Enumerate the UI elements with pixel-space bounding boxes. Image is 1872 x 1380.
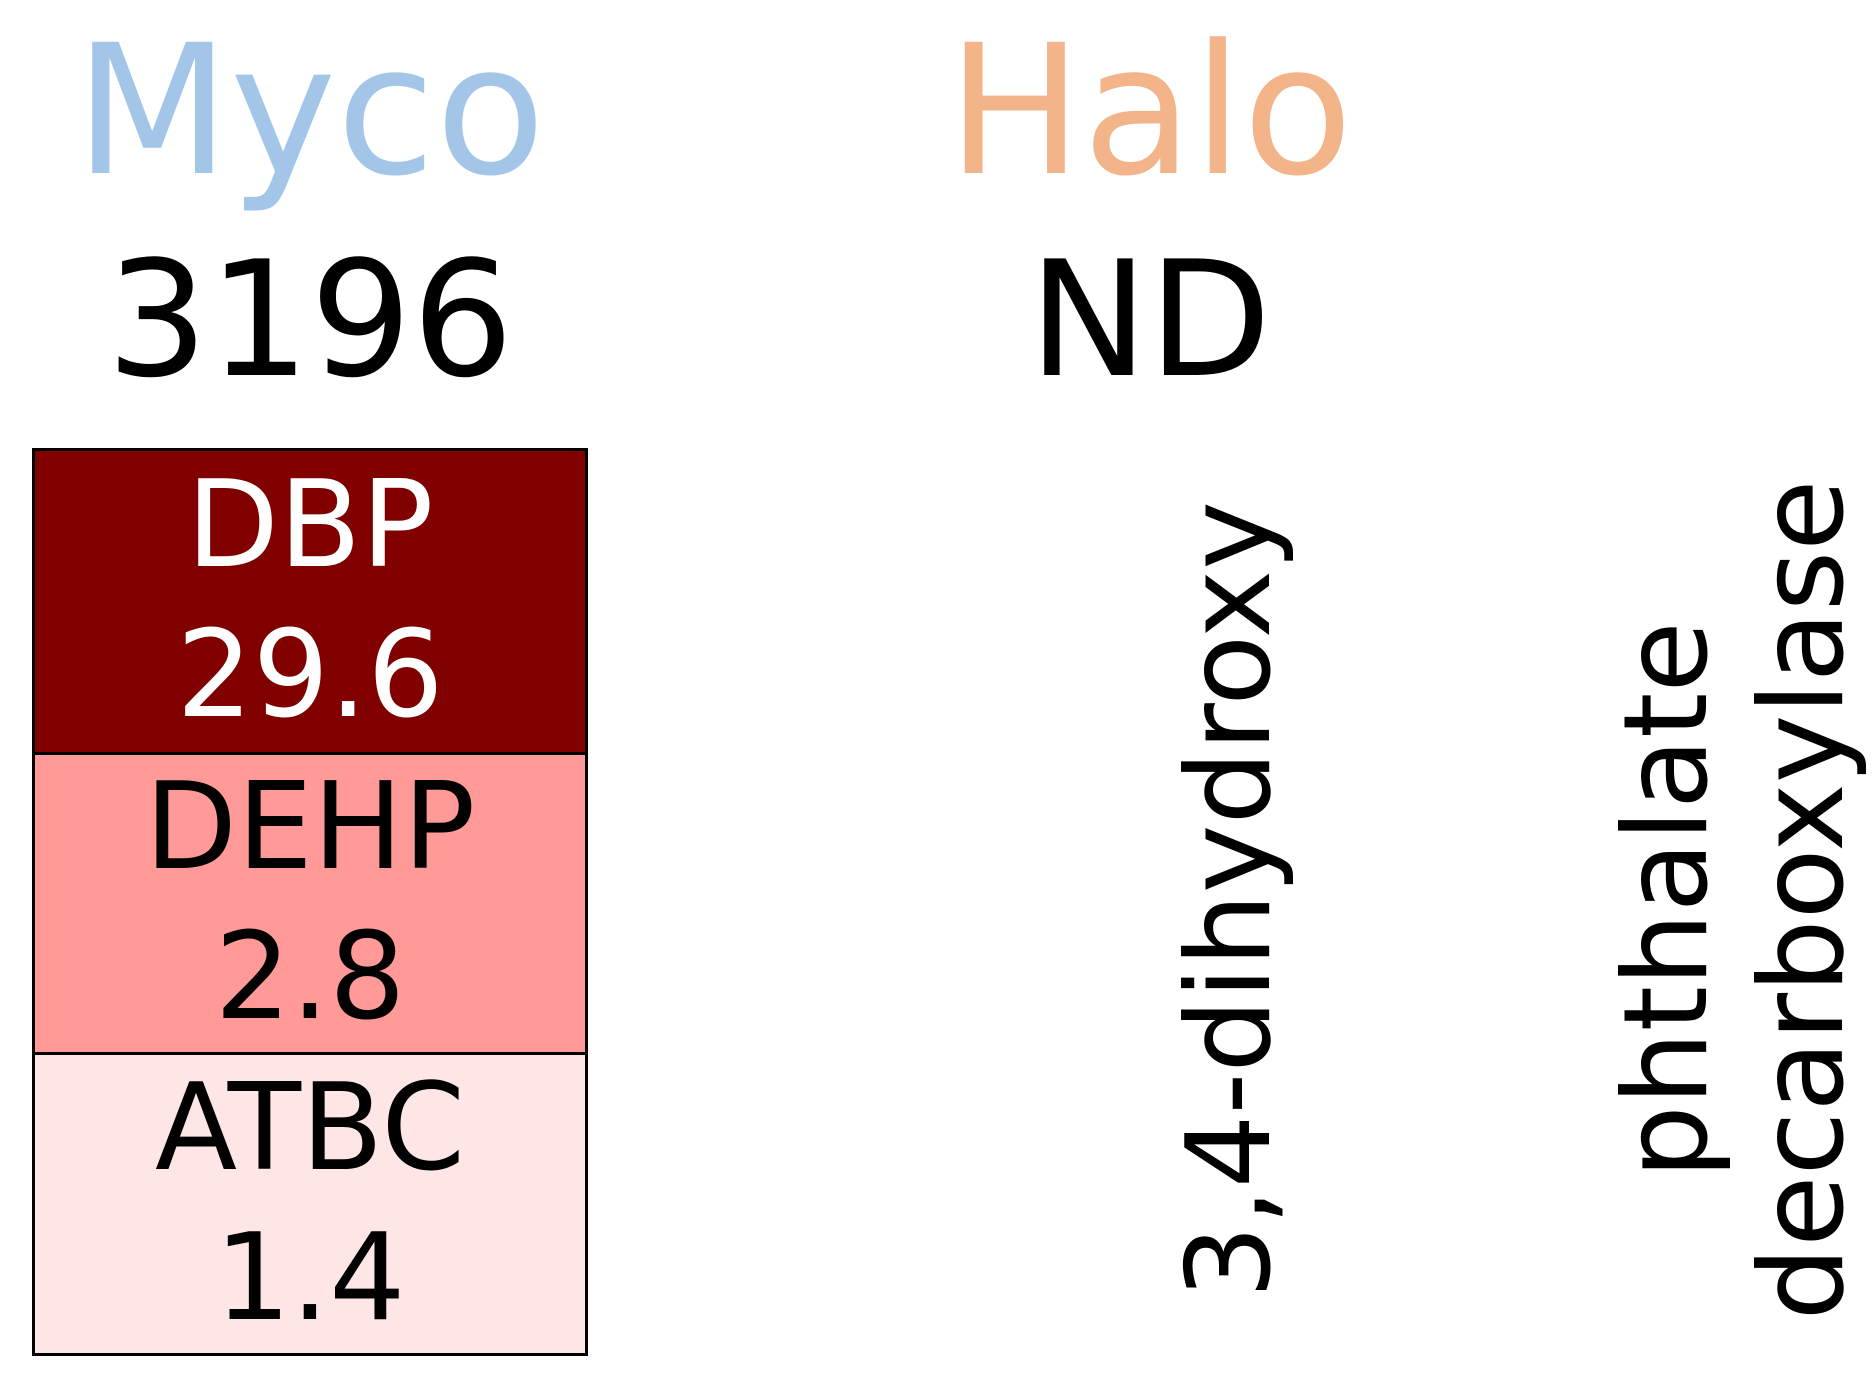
cell-label: ATBC xyxy=(154,1059,466,1199)
column-count-halo: ND xyxy=(1028,226,1272,413)
column-count-myco: 3196 xyxy=(106,226,514,413)
heatmap-cell-atbc: ATBC 1.4 xyxy=(35,1052,585,1353)
cell-label: DBP xyxy=(186,456,434,596)
heatmap-cells: DBP 29.6 DEHP 2.8 ATBC 1.4 xyxy=(32,448,588,1356)
row-label-line-1: 3,4-dihydroxy xyxy=(1162,501,1297,1299)
cell-value: 1.4 xyxy=(214,1209,406,1349)
heatmap-cell-dbp: DBP 29.6 xyxy=(35,451,585,752)
row-label-line-3: decarboxylase xyxy=(1735,479,1870,1321)
cell-value: 29.6 xyxy=(176,606,444,746)
heatmap-cell-dehp: DEHP 2.8 xyxy=(35,751,585,1053)
row-label-line-2: phthalate xyxy=(1599,621,1734,1179)
column-title-myco: Myco xyxy=(74,7,546,216)
cell-label: DEHP xyxy=(144,758,476,898)
column-title-halo: Halo xyxy=(947,7,1353,216)
cell-value: 2.8 xyxy=(214,908,406,1048)
